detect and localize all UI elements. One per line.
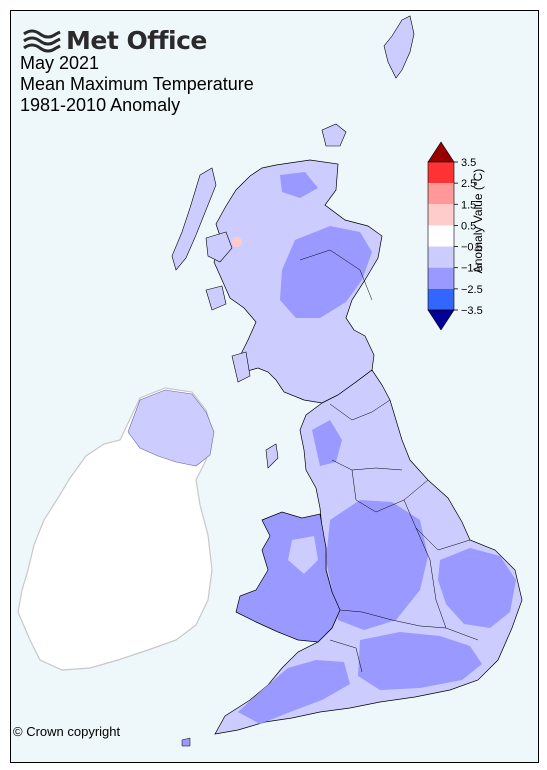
colorbar-band [428, 267, 454, 289]
colorbar-tick-label: −1.5 [461, 263, 483, 275]
outer-hebrides [171, 167, 217, 271]
colorbar-under-arrow [427, 309, 455, 330]
england-midlands-anomaly [326, 500, 428, 630]
colorbar-tick-label: −3.5 [461, 305, 483, 317]
colorbar-border [427, 161, 455, 311]
colorbar-band [428, 246, 454, 268]
colorbar-band [428, 225, 454, 247]
colorbar-tick-label: 2.5 [461, 178, 476, 190]
colorbar-tick-label: −0.5 [461, 242, 483, 254]
colorbar-legend: 3.5 2.5 1.5 0.5 −0.5 −1.5 −2.5 −3.5 [427, 141, 483, 330]
scotland-highlands-anomaly [280, 226, 372, 318]
title-baseline: 1981-2010 Anomaly [20, 95, 181, 115]
colorbar-band [428, 183, 454, 205]
colorbar-band [428, 162, 454, 184]
colorbar-tick-label: 1.5 [461, 199, 476, 211]
colorbar-over-arrow [427, 141, 455, 163]
colorbar-tick-label: 0.5 [461, 220, 476, 232]
colorbar-tick-label: 3.5 [461, 157, 476, 169]
copyright-notice: © Crown copyright [13, 724, 121, 739]
england-east-anomaly [438, 548, 516, 628]
colorbar-band [428, 288, 454, 310]
met-office-logo: Met Office [22, 26, 207, 55]
colorbar-tick-label: −2.5 [461, 284, 483, 296]
shetland [383, 15, 415, 79]
orkney [321, 123, 347, 147]
isle-of-man [265, 443, 279, 469]
colorbar-title: Anomaly Value (°C) [471, 168, 485, 274]
region-borders [299, 249, 479, 673]
england-north-anomaly [312, 420, 342, 466]
brand-name: Met Office [66, 26, 207, 55]
england-southwest-anomaly [238, 660, 350, 724]
inner-hebrides [205, 285, 251, 383]
wales-light-anomaly [288, 536, 318, 574]
title-variable: Mean Maximum Temperature [20, 74, 254, 94]
title-month: May 2021 [20, 53, 100, 73]
met-office-waves-icon [23, 29, 61, 52]
channel-islands [181, 737, 191, 747]
northern-ireland [127, 389, 215, 467]
map-titles: May 2021 Mean Maximum Temperature 1981-2… [20, 53, 254, 116]
west-highlands-warm-spot [232, 237, 242, 247]
colorbar-band [428, 204, 454, 226]
england-south-anomaly [358, 632, 482, 690]
scotland-north-anomaly [280, 172, 318, 198]
isle-of-skye [205, 231, 233, 263]
